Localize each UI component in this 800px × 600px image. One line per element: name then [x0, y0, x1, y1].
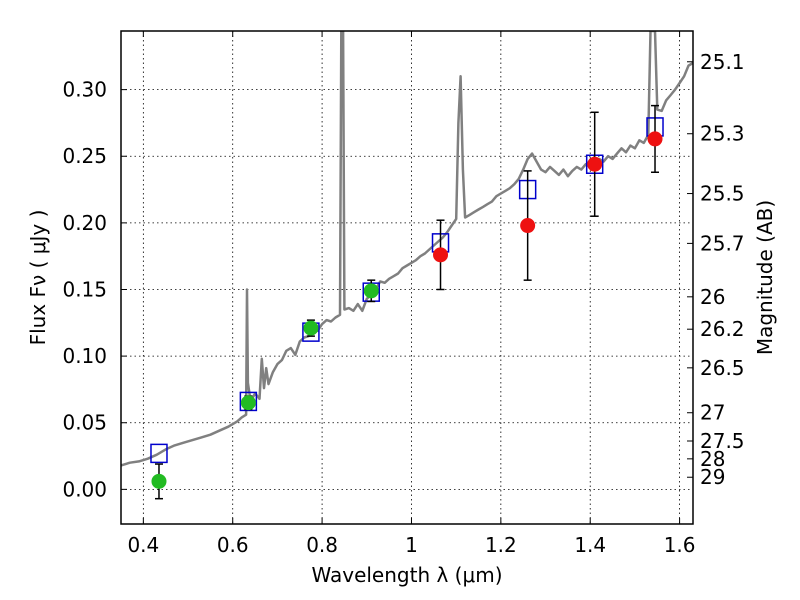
- right-tick-label: 27.5: [700, 429, 745, 453]
- right-tick-label: 25.1: [700, 50, 745, 74]
- observed-ir-point: [587, 156, 603, 172]
- x-tick-label: 0.8: [306, 533, 338, 557]
- right-tick-label: 25.7: [700, 231, 745, 255]
- right-tick-label: 26: [700, 285, 725, 309]
- y-axis-label-right: Magnitude (AB): [753, 200, 777, 355]
- y-tick-label: 0.30: [62, 78, 107, 102]
- right-tick-label: 26.5: [700, 356, 745, 380]
- right-tick-label: 25.5: [700, 182, 745, 206]
- y-tick-label: 0.10: [62, 344, 107, 368]
- plot-frame: [120, 30, 694, 525]
- observed-optical-point: [303, 320, 319, 336]
- right-tick-label: 29: [700, 465, 725, 489]
- y-tick-label: 0.25: [62, 144, 107, 168]
- axis-ticks: 0.4 0.6 0.8 1 1.2 1.4 1.6 0.00 0.05 0.10 0.15 0.20 0…: [62, 31, 745, 557]
- y-tick-label: 0.20: [62, 211, 107, 235]
- y-tick-label: 0.05: [62, 411, 107, 435]
- right-tick-label: 28: [700, 447, 725, 471]
- observed-optical-point: [363, 283, 379, 299]
- x-axis-label: Wavelength λ (μm): [311, 563, 502, 587]
- x-tick-label: 0.4: [127, 533, 159, 557]
- observed-ir-point: [647, 131, 663, 147]
- observed-ir-point: [433, 247, 449, 263]
- grid-lines: [121, 31, 693, 524]
- x-tick-label: 0.6: [217, 533, 249, 557]
- x-tick-label: 1.4: [574, 533, 606, 557]
- y-tick-label: 0.15: [62, 277, 107, 301]
- y-tick-label: 0.00: [62, 477, 107, 501]
- model-spectrum-line: [121, 31, 693, 467]
- x-tick-label: 1.6: [664, 533, 696, 557]
- data-points: [150, 104, 664, 500]
- right-tick-label: 25.3: [700, 122, 745, 146]
- observed-optical-point: [240, 395, 256, 411]
- x-tick-label: 1.2: [485, 533, 517, 557]
- y-axis-label-left: Flux Fν ( μJy ): [26, 210, 50, 346]
- model-photometry-square: [150, 443, 168, 464]
- x-tick-label: 1: [405, 533, 418, 557]
- observed-ir-point: [520, 218, 536, 234]
- model-spectrum-series: [121, 31, 693, 467]
- right-tick-label: 26.2: [700, 317, 745, 341]
- observed-optical-point: [151, 473, 167, 489]
- right-tick-label: 27: [700, 401, 725, 425]
- model-photometry-square: [239, 391, 258, 412]
